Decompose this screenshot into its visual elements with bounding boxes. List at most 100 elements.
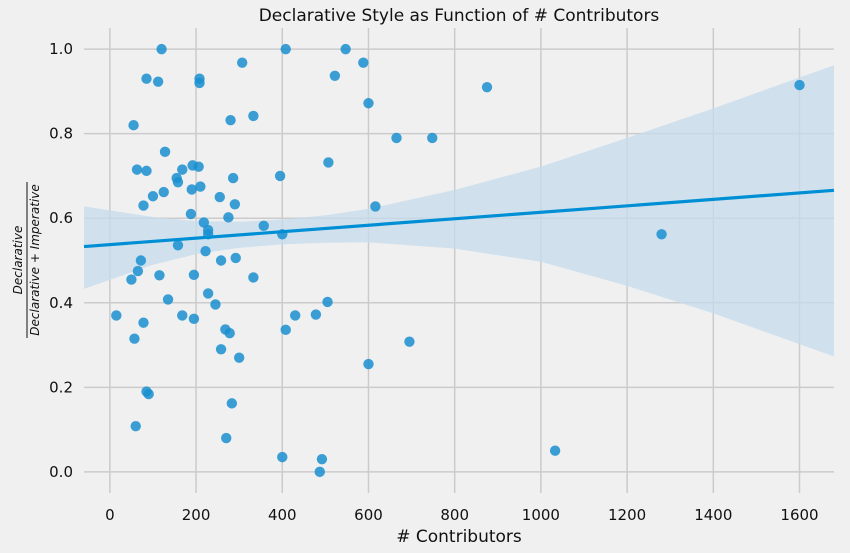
y-tick-label: 0.4 — [49, 294, 73, 312]
confidence-band-area — [84, 65, 834, 357]
data-point — [138, 200, 149, 211]
data-point — [277, 451, 288, 463]
data-point — [656, 229, 667, 240]
x-tick-label: 200 — [182, 506, 211, 524]
data-point — [141, 165, 152, 177]
data-point — [310, 309, 322, 320]
x-tick-label: 800 — [440, 506, 469, 524]
data-point — [138, 317, 149, 328]
x-tick-label: 400 — [268, 506, 297, 524]
data-point — [225, 114, 236, 126]
data-point — [131, 164, 143, 175]
data-point — [358, 57, 369, 68]
x-tick-label: 0 — [105, 506, 115, 524]
data-point — [188, 269, 200, 281]
x-tick-label: 1600 — [780, 506, 818, 524]
data-point — [147, 191, 159, 202]
data-point — [391, 132, 402, 144]
x-axis-label: # Contributors — [396, 527, 522, 547]
data-point — [141, 73, 152, 84]
data-point — [214, 191, 225, 203]
data-point — [340, 43, 351, 55]
regression-line — [83, 188, 835, 249]
data-point — [152, 76, 164, 87]
y-tick-labels: 0.0 0.2 0.4 0.6 0.8 1.0 — [49, 40, 73, 481]
data-point — [794, 79, 805, 91]
data-point — [481, 81, 493, 93]
data-point — [248, 110, 259, 122]
data-point — [172, 240, 184, 251]
x-tick-labels: 0 200 400 600 800 1000 1200 1400 1600 — [105, 506, 819, 524]
confidence-band — [84, 65, 834, 357]
data-point — [323, 157, 334, 168]
data-point — [370, 201, 381, 212]
data-point — [172, 177, 184, 188]
data-point — [156, 43, 167, 55]
data-point — [198, 217, 210, 228]
data-point — [274, 170, 286, 182]
data-point — [226, 398, 238, 409]
x-tick-label: 1400 — [694, 506, 732, 524]
data-point — [290, 310, 301, 321]
data-point — [280, 43, 291, 55]
y-axis-label-denominator: Declarative + Imperative — [28, 184, 42, 335]
data-point — [280, 324, 291, 336]
data-point — [233, 352, 245, 363]
data-point — [195, 181, 206, 192]
data-point — [193, 161, 204, 172]
data-point — [177, 310, 188, 321]
data-point — [200, 246, 211, 257]
data-point — [132, 265, 144, 277]
data-point — [215, 255, 227, 266]
data-points — [111, 43, 805, 478]
regression-line-group — [83, 188, 835, 249]
y-axis-label-numerator: Declarative — [11, 226, 25, 295]
y-tick-label: 1.0 — [49, 40, 73, 58]
data-point — [258, 220, 269, 232]
y-axis-label: Declarative Declarative + Imperative — [11, 182, 42, 338]
data-point — [223, 212, 234, 223]
data-point — [159, 146, 171, 158]
data-point — [210, 299, 221, 310]
data-point — [162, 294, 174, 305]
data-point — [248, 272, 259, 283]
data-point — [224, 328, 235, 339]
data-point — [143, 388, 154, 400]
data-point — [314, 466, 325, 478]
data-point — [129, 333, 140, 344]
data-point — [363, 358, 374, 370]
data-point — [154, 270, 165, 281]
data-point — [130, 421, 141, 432]
data-point — [549, 445, 561, 456]
data-point — [427, 132, 438, 144]
data-point — [177, 164, 188, 175]
data-point — [185, 208, 197, 220]
data-point — [221, 432, 232, 444]
data-point — [186, 184, 197, 195]
data-point — [215, 344, 227, 355]
data-point — [194, 77, 205, 89]
y-tick-label: 0.8 — [49, 125, 73, 143]
data-point — [227, 172, 239, 184]
data-point — [126, 274, 137, 285]
data-point — [158, 186, 169, 198]
data-point — [230, 252, 241, 264]
data-point — [316, 453, 328, 465]
data-point — [236, 57, 248, 68]
y-tick-label: 0.0 — [49, 463, 73, 481]
x-tick-label: 1200 — [608, 506, 646, 524]
data-point — [135, 255, 147, 266]
x-tick-label: 1000 — [522, 506, 560, 524]
x-tick-label: 600 — [354, 506, 383, 524]
chart-title: Declarative Style as Function of # Contr… — [259, 6, 660, 26]
y-tick-label: 0.6 — [49, 209, 73, 227]
y-tick-label: 0.2 — [49, 378, 73, 396]
data-point — [188, 313, 200, 325]
data-point — [363, 98, 374, 109]
data-point — [202, 288, 214, 299]
data-point — [329, 70, 341, 81]
data-point — [128, 120, 139, 131]
data-point — [111, 310, 122, 321]
data-point — [322, 296, 333, 308]
